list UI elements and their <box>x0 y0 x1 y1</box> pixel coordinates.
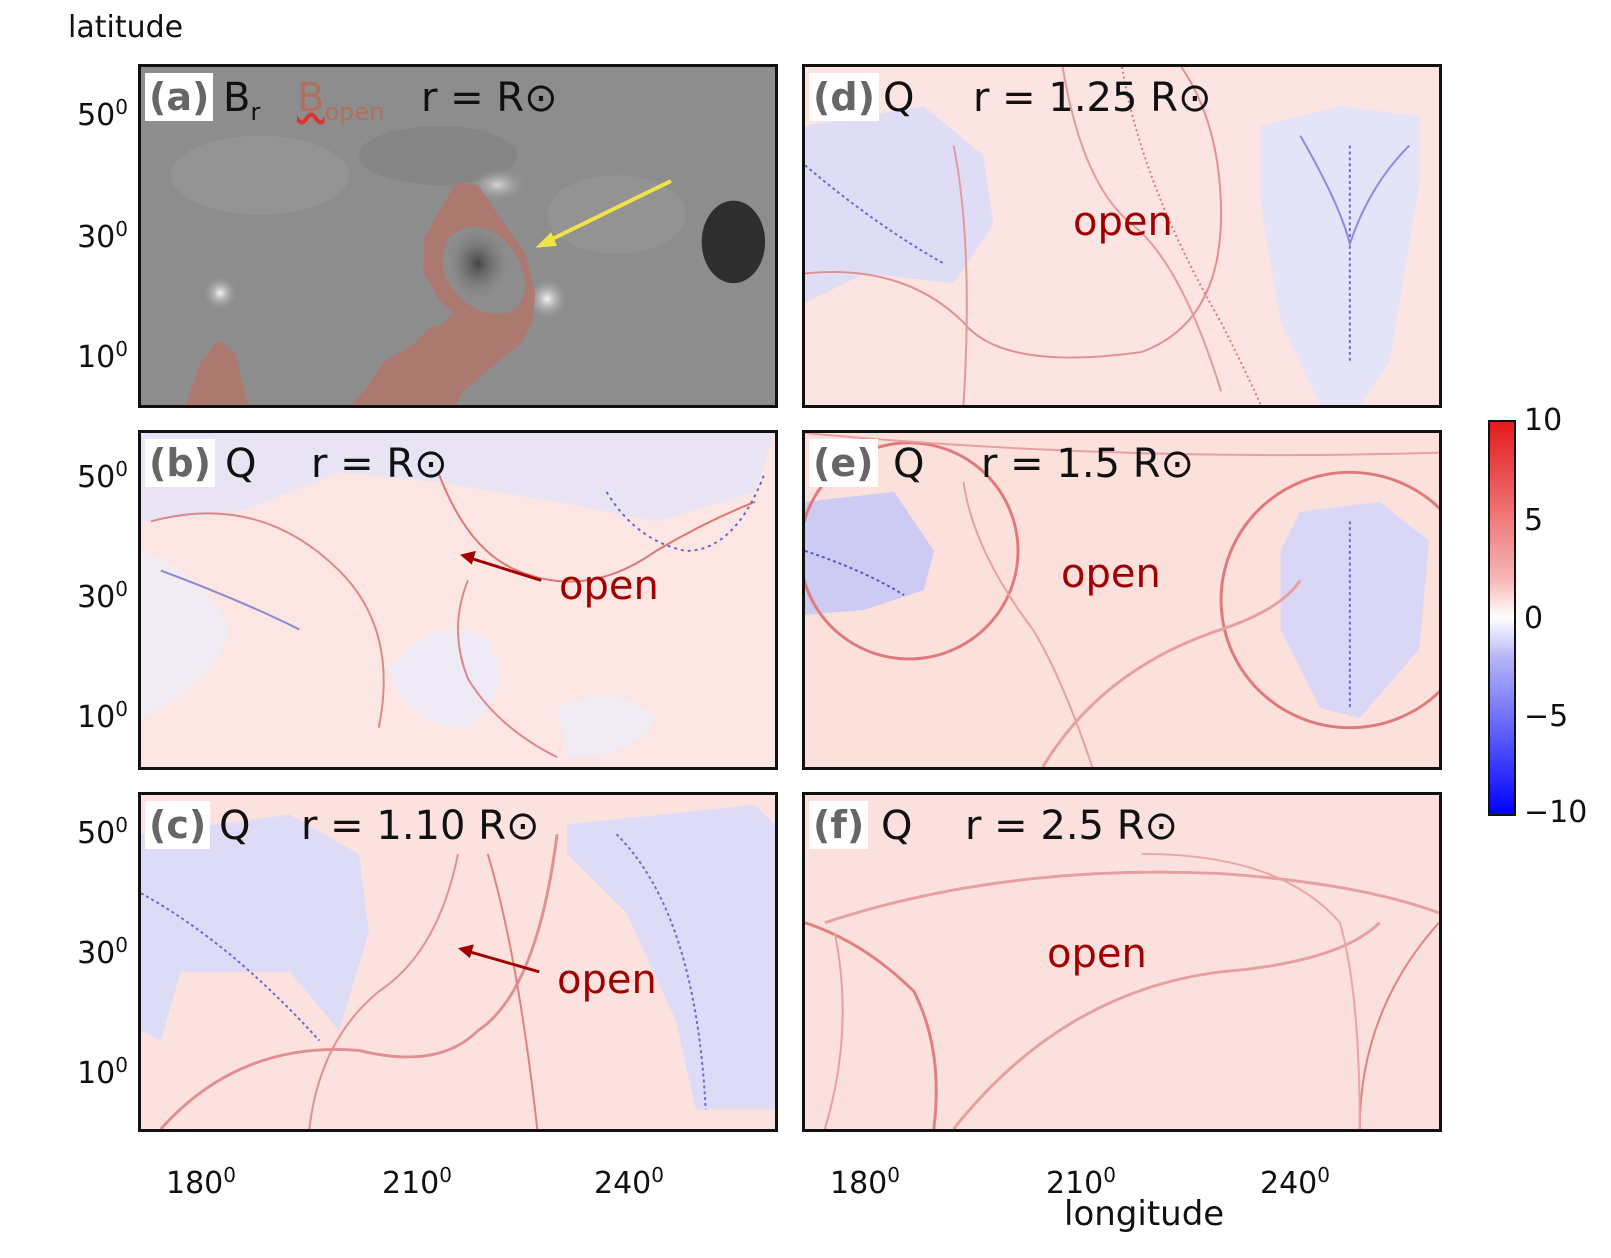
panel-radius: r = R⊙ <box>311 441 448 487</box>
panel-a-map <box>141 67 775 405</box>
panel-title: Br <box>223 75 261 126</box>
lat-tick: 100 <box>77 1053 128 1091</box>
lon-tick: 2400 <box>1260 1163 1330 1201</box>
panel-tag: (d) <box>809 73 879 121</box>
panel-quantity: Q <box>225 441 257 487</box>
panel-f-map <box>805 795 1439 1129</box>
panel-quantity: Q <box>881 803 913 849</box>
panel-quantity: Q <box>883 75 915 121</box>
lon-tick: 1800 <box>166 1163 236 1201</box>
panel-quantity: Q <box>893 441 925 487</box>
panel-radius: r = 2.5 R⊙ <box>965 803 1179 849</box>
colorbar <box>1488 420 1516 816</box>
panel-f: (f) Q r = 2.5 R⊙ open <box>802 792 1442 1132</box>
panel-b-map <box>141 433 775 767</box>
panel-a: (a) Br Bopen r = R⊙ <box>138 64 778 408</box>
panel-b: (b) Q r = R⊙ open <box>138 430 778 770</box>
x-axis-label: longitude <box>1064 1194 1225 1234</box>
panel-e-map <box>805 433 1439 767</box>
colorbar-tick: 0 <box>1524 601 1544 636</box>
panel-tag: (a) <box>145 73 214 121</box>
panel-tag: (e) <box>809 439 878 487</box>
lon-tick: 2400 <box>594 1163 664 1201</box>
lat-tick: 500 <box>77 813 128 851</box>
colorbar-tick: 5 <box>1524 503 1544 538</box>
bopen-legend: Bopen <box>297 75 385 126</box>
lat-tick: 300 <box>77 577 128 615</box>
panel-radius: r = 1.10 R⊙ <box>301 803 540 849</box>
y-axis-label: latitude <box>68 10 184 45</box>
colorbar-tick: −10 <box>1524 795 1588 830</box>
lat-tick: 300 <box>77 217 128 255</box>
panel-c: (c) Q r = 1.10 R⊙ open <box>138 792 778 1132</box>
panel-tag: (f) <box>809 801 869 849</box>
lon-tick: 1800 <box>830 1163 900 1201</box>
lat-tick: 100 <box>77 337 128 375</box>
open-label: open <box>1061 551 1161 597</box>
lat-tick: 500 <box>77 95 128 133</box>
panel-quantity: Q <box>219 803 251 849</box>
lat-tick: 300 <box>77 933 128 971</box>
panel-radius: r = 1.5 R⊙ <box>981 441 1195 487</box>
panel-radius: r = 1.25 R⊙ <box>973 75 1212 121</box>
panel-radius: r = R⊙ <box>421 75 558 121</box>
open-label: open <box>559 563 659 609</box>
panel-tag: (c) <box>145 801 211 849</box>
colorbar-tick: 10 <box>1524 403 1563 438</box>
open-label: open <box>1047 931 1147 977</box>
panel-tag: (b) <box>145 439 215 487</box>
lon-tick: 2100 <box>1046 1163 1116 1201</box>
colorbar-tick: −5 <box>1524 699 1569 734</box>
open-label: open <box>557 957 657 1003</box>
lat-tick: 500 <box>77 457 128 495</box>
lon-tick: 2100 <box>382 1163 452 1201</box>
panel-c-map <box>141 795 775 1129</box>
lat-tick: 100 <box>77 697 128 735</box>
panel-d: (d) Q r = 1.25 R⊙ open <box>802 64 1442 408</box>
panel-e: (e) Q r = 1.5 R⊙ open <box>802 430 1442 770</box>
open-label: open <box>1073 199 1173 245</box>
panel-d-map <box>805 67 1439 405</box>
